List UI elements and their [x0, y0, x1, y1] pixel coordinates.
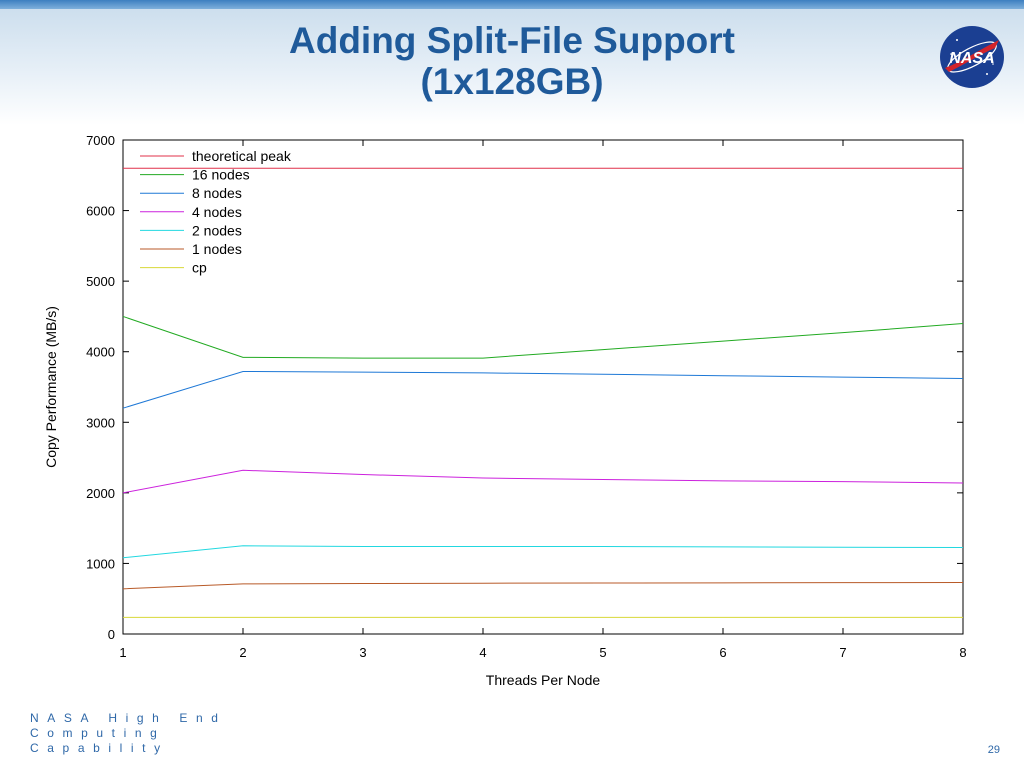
x-tick-label: 2	[239, 645, 246, 660]
slide-title: Adding Split-File Support (1x128GB)	[200, 20, 824, 102]
top-accent-bar	[0, 0, 1024, 9]
x-tick-label: 5	[599, 645, 606, 660]
footer-organization: NASA High End Computing Capability	[30, 711, 227, 756]
nasa-logo-wordmark: NASA	[949, 50, 994, 67]
y-tick-label: 7000	[86, 133, 115, 148]
legend-entry-label: 16 nodes	[192, 167, 250, 183]
legend-entry-label: 2 nodes	[192, 222, 242, 238]
x-axis-label: Threads Per Node	[486, 672, 601, 688]
series-line-2	[122, 370, 964, 409]
x-tick-label: 4	[479, 645, 486, 660]
series-line-1	[122, 315, 964, 359]
slide-title-line-2: (1x128GB)	[420, 61, 604, 102]
y-tick-label: 2000	[86, 486, 115, 501]
x-tick-label: 8	[959, 645, 966, 660]
y-tick-label: 6000	[86, 204, 115, 219]
footer-line-3: Capability	[30, 741, 169, 755]
x-tick-label: 3	[359, 645, 366, 660]
y-tick-label: 3000	[86, 415, 115, 430]
series-line-4	[122, 545, 964, 559]
chart-axes: 0 1000 2000 3000 4000 5000 6000 7000 1 2 3 4 5 6 7 8	[86, 133, 967, 660]
x-tick-label: 7	[839, 645, 846, 660]
chart-legend: theoretical peak 16 nodes 8 nodes 4 nodes 2 …	[140, 148, 292, 276]
legend-entry-label: cp	[192, 260, 207, 276]
plot-frame	[122, 139, 964, 635]
y-tick-label: 4000	[86, 345, 115, 360]
legend-entry-label: 4 nodes	[192, 204, 242, 220]
slide-title-line-1: Adding Split-File Support	[289, 20, 735, 61]
x-tick-label: 6	[719, 645, 726, 660]
y-axis-label: Copy Performance (MB/s)	[43, 306, 59, 468]
y-tick-label: 0	[108, 627, 115, 642]
legend-entry-label: theoretical peak	[192, 148, 292, 164]
legend-entry-label: 1 nodes	[192, 241, 242, 257]
nasa-logo-icon: NASA	[940, 26, 1004, 88]
page-number: 29	[987, 744, 1000, 756]
footer-line-1: NASA High End	[30, 711, 227, 725]
footer-line-2: Computing	[30, 726, 166, 740]
series-line-3	[122, 469, 964, 494]
line-chart: 0 1000 2000 3000 4000 5000 6000 7000 1 2 3 4 5 6 7 8 th…	[43, 133, 967, 688]
series-line-5	[122, 581, 964, 590]
x-tick-label: 1	[119, 645, 126, 660]
y-tick-label: 5000	[86, 274, 115, 289]
chart-series	[122, 167, 964, 618]
y-tick-label: 1000	[86, 556, 115, 571]
legend-entry-label: 8 nodes	[192, 185, 242, 201]
